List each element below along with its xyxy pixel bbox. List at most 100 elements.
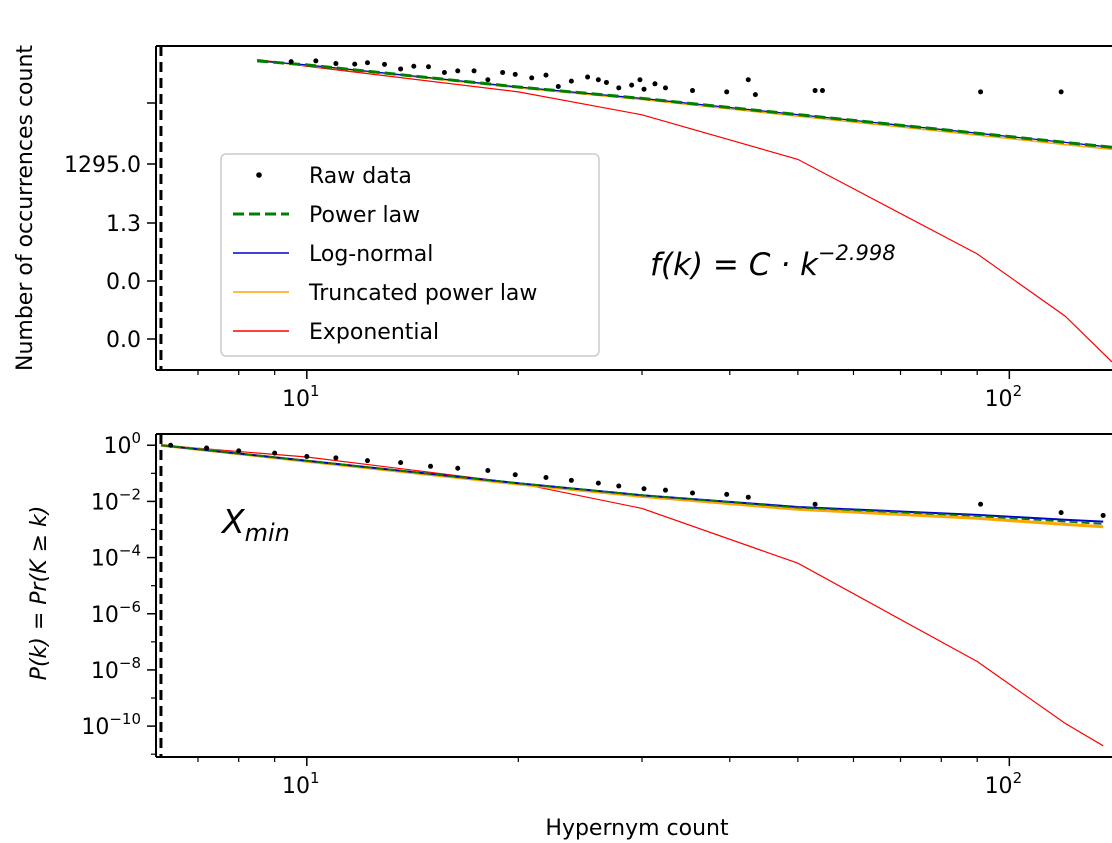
raw-data-point [304,453,310,459]
raw-data-point [819,88,825,94]
raw-data-point [568,78,574,84]
raw-data-point [512,472,518,478]
raw-data-point [555,84,561,89]
raw-data-point [595,77,601,83]
legend-label-exponential: Exponential [309,320,439,345]
raw-data-point [812,88,818,94]
raw-data-point [616,483,622,489]
bottom-y-axis-label: P(k) = Pr(K ≥ k) [27,506,52,681]
raw-data-point [745,77,751,83]
power-law-fit-line [257,59,1112,149]
x-tick-label: 101 [282,382,320,412]
exponential-fit-line [160,444,1104,747]
bottom-y-ticks: 100 10−2 10−4 10−6 10−8 10−10 [81,429,156,755]
raw-data-point [637,77,643,83]
raw-data-point [333,61,339,67]
top-panel: 101 102 1295.0 1.3 0.0 0.0 Number of occurre… [13,45,1112,412]
raw-data-point [978,501,984,507]
exponential-fit-line [257,58,1112,363]
raw-data-point [568,477,574,483]
y-tick-label: 10−6 [91,598,141,628]
bottom-panel: 101 102 100 10−2 10−4 10−6 10−8 10−10 Hypernym… [27,429,1112,841]
legend-label-lognormal: Log-normal [309,242,433,267]
raw-data-point [585,74,591,80]
raw-data-point [441,69,447,75]
raw-data-point [168,442,174,448]
raw-data-point [352,61,358,67]
y-tick-label: 10−8 [91,654,141,684]
y-tick-label: 10−2 [91,485,141,515]
raw-data-point [1058,89,1064,95]
power-law-fit-line [160,444,1104,525]
y-tick-label: 0.0 [106,270,141,295]
legend-label-raw: Raw data [309,164,412,189]
raw-data-point [724,89,730,95]
raw-data-point [529,75,535,81]
raw-data-point [752,92,758,98]
raw-data-point [543,475,549,481]
raw-data-point [455,465,461,471]
raw-data-point [411,63,417,69]
raw-data-point [1058,510,1064,516]
legend: Raw data Power law Log-normal Truncated … [220,153,600,357]
bottom-plot-area [159,434,1106,757]
raw-data-point [364,458,370,464]
legend-marker-raw [256,172,262,178]
top-x-ticks: 101 102 [197,370,1023,412]
raw-data-point [425,64,431,70]
raw-data-point [272,450,278,456]
raw-data-point [313,58,319,64]
raw-data-point [690,490,696,496]
legend-label-truncated: Truncated power law [308,281,537,306]
raw-data-point [978,89,984,95]
raw-data-point [1100,512,1106,518]
legend-box [220,153,600,357]
raw-data-point [745,494,751,500]
raw-data-point [485,468,491,474]
x-tick-label: 102 [985,769,1023,799]
legend-label-power: Power law [309,203,420,228]
y-tick-label: 10−4 [91,542,141,572]
raw-data-point [236,448,242,454]
raw-data-point [455,68,461,74]
xmin-label: Xmin [220,502,290,547]
y-tick-label: 100 [103,429,141,459]
raw-data-point [471,68,477,74]
raw-data-point [595,480,601,486]
bottom-x-axis-label: Hypernym count [545,816,729,841]
raw-data-point [382,61,388,67]
bottom-x-ticks: 101 102 [197,757,1023,799]
x-tick-label: 101 [282,769,320,799]
raw-data-point [629,82,635,88]
y-tick-label: 1.3 [106,212,141,237]
raw-data-point [485,77,491,83]
raw-data-point [662,85,668,91]
raw-data-point [500,69,506,75]
raw-data-point [364,60,370,66]
raw-data-point [512,71,518,77]
raw-data-point [603,79,609,85]
raw-data-point [204,445,210,451]
raw-data-point [724,491,730,497]
top-y-axis-label: Number of occurrences count [13,45,38,371]
raw-data-point [398,460,404,466]
top-plot-area [159,46,1112,370]
raw-data-point [652,81,658,87]
raw-data-point [333,455,339,461]
raw-data-point [398,66,404,72]
y-tick-label: 0.0 [106,328,141,353]
raw-data-point [616,85,622,91]
raw-data-point [288,59,294,65]
top-y-ticks: 1295.0 1.3 0.0 0.0 [64,102,156,353]
raw-data-point [641,86,647,92]
raw-data-point [641,486,647,492]
fit-formula: f(k) = C · k−2.998 [650,241,896,283]
x-tick-label: 102 [985,382,1023,412]
raw-data-point [690,88,696,94]
raw-data-point [543,72,549,78]
y-tick-label: 10−10 [81,710,141,740]
raw-data-point [428,463,434,469]
raw-data-point [812,501,818,507]
y-tick-label: 1295.0 [64,153,141,178]
